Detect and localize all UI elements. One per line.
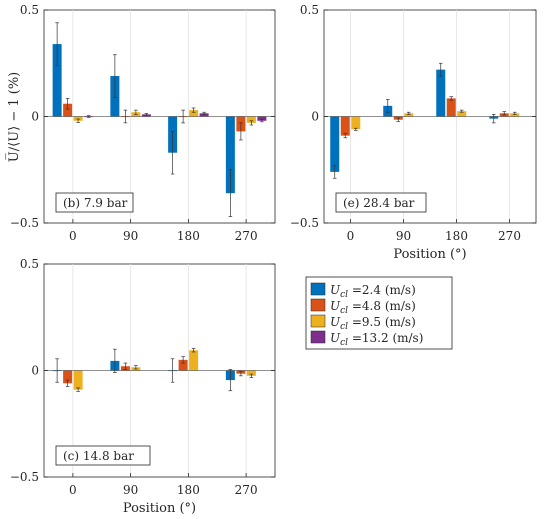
y-tick-label: 0.5: [300, 3, 319, 17]
legend-swatch: [310, 314, 326, 328]
y-tick-label: −0.5: [10, 470, 39, 484]
bar: [351, 116, 361, 130]
panel-label: (e) 28.4 bar: [343, 196, 415, 210]
bar: [199, 113, 209, 117]
chart-panel-1: 0.5 0 −0.5 0 90 180 270 (b) 7.9 bar: [10, 3, 276, 243]
y-tick-label: −0.5: [10, 216, 39, 230]
x-axis-title: Position (°): [123, 501, 196, 516]
legend-symbol: U: [330, 315, 341, 329]
legend-subscript: cl: [340, 306, 348, 316]
panel-label-box: [55, 192, 134, 213]
chart-panel-3: 0.5 0 −0.5 0 90 180 270 (c) 14.8 bar Position (°…: [10, 257, 276, 516]
panels: 0.5 0 −0.5 0 90 180 270 (b) 7.9 bar 0.5 0 −0.5 0 90 1…: [10, 3, 537, 516]
bar: [457, 111, 467, 117]
y-tick-label: 0: [311, 110, 319, 124]
x-tick-label: 180: [445, 229, 468, 243]
legend-swatch: [310, 298, 326, 312]
x-tick-label: 90: [123, 483, 138, 497]
x-tick-label: 0: [347, 229, 355, 243]
legend: Ucl =2.4 (m/s)Ucl =4.8 (m/s)Ucl =9.5 (m/…: [305, 276, 453, 350]
legend-swatch: [310, 330, 326, 344]
y-tick-label: 0.5: [20, 257, 39, 271]
legend-entry: Ucl =13.2 (m/s): [330, 331, 423, 348]
x-tick-label: 90: [123, 229, 138, 243]
x-tick-label: 270: [235, 229, 258, 243]
legend-label: =9.5 (m/s): [348, 315, 416, 329]
bar: [73, 116, 83, 121]
bar: [73, 370, 83, 390]
bar: [510, 113, 520, 117]
legend-subscript: cl: [340, 322, 348, 332]
legend-subscript: cl: [340, 290, 348, 300]
bar: [189, 110, 199, 117]
panel-label: (b) 7.9 bar: [63, 196, 128, 210]
y-axis-title: U̅/⟨U⟩ − 1 (%): [6, 72, 22, 163]
y-tick-label: −0.5: [290, 216, 319, 230]
bar: [246, 370, 256, 376]
y-tick-label: 0: [31, 110, 39, 124]
legend-subscript: cl: [340, 338, 348, 348]
bar: [404, 113, 414, 117]
bar: [257, 116, 267, 121]
x-axis-title: Position (°): [393, 247, 466, 262]
bar: [225, 116, 235, 194]
chart-panel-2: 0.5 0 −0.5 0 90 180 270 (e) 28.4 bar Position (°…: [290, 3, 537, 262]
bar: [189, 350, 199, 371]
x-tick-label: 180: [177, 483, 200, 497]
y-tick-label: 0: [31, 364, 39, 378]
x-tick-label: 180: [177, 229, 200, 243]
legend-label: =13.2 (m/s): [348, 331, 423, 345]
bar: [52, 44, 62, 117]
y-tick-label: 0.5: [20, 3, 39, 17]
legend-symbol: U: [330, 283, 341, 297]
panel-label: (c) 14.8 bar: [63, 449, 134, 463]
x-tick-label: 270: [498, 229, 521, 243]
bar: [178, 359, 188, 371]
bar: [446, 98, 456, 117]
legend-label: =4.8 (m/s): [348, 299, 416, 313]
legend-label: =2.4 (m/s): [348, 283, 416, 297]
panel-label-box: [335, 192, 427, 213]
legend-symbol: U: [330, 331, 341, 345]
x-tick-label: 90: [396, 229, 411, 243]
bar: [246, 116, 256, 123]
bar: [436, 69, 446, 117]
bar: [330, 116, 340, 172]
x-tick-label: 0: [69, 483, 77, 497]
legend-swatch: [310, 282, 326, 296]
bar: [340, 116, 350, 136]
x-tick-label: 0: [69, 229, 77, 243]
legend-symbol: U: [330, 299, 341, 313]
x-tick-label: 270: [235, 483, 258, 497]
bar: [63, 103, 73, 117]
legend-entry: Ucl =4.8 (m/s): [330, 299, 416, 316]
legend-entry: Ucl =9.5 (m/s): [330, 315, 416, 332]
legend-box: [305, 276, 453, 350]
panel-label-box: [55, 445, 151, 466]
bar: [63, 370, 73, 384]
legend-entry: Ucl =2.4 (m/s): [330, 283, 416, 300]
